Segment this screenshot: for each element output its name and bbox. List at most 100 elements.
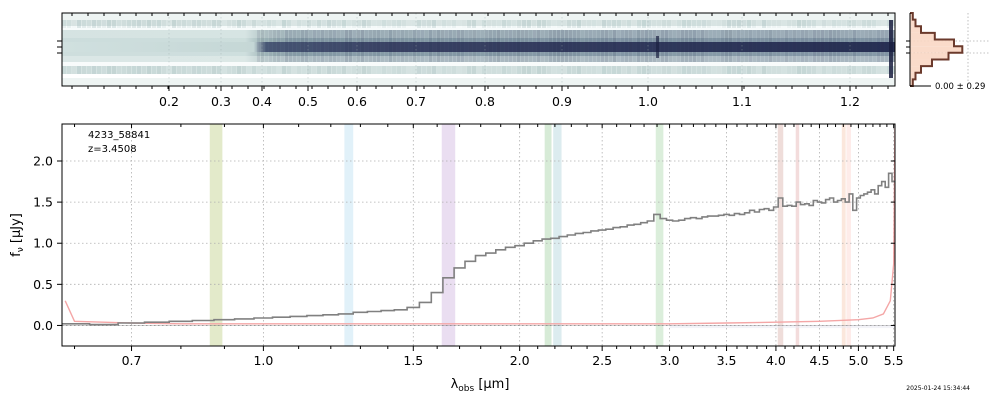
heatmap-column xyxy=(493,30,496,62)
heatmap-column xyxy=(122,66,126,74)
heatmap-column xyxy=(597,30,600,62)
heatmap-column xyxy=(292,66,296,74)
heatmap-column xyxy=(877,66,881,74)
heatmap-x-tick-label: 0.5 xyxy=(298,94,318,109)
heatmap-column xyxy=(341,30,344,62)
heatmap-column xyxy=(489,30,492,62)
heatmap-column xyxy=(461,30,464,62)
heatmap-column xyxy=(665,30,668,62)
histogram-annotation: 0.00 ± 0.29 xyxy=(935,82,985,92)
heatmap-column xyxy=(127,66,131,74)
x-tick-label: 3.5 xyxy=(717,353,737,368)
heatmap-column xyxy=(282,20,286,28)
heatmap-column xyxy=(832,20,836,28)
heatmap-column xyxy=(747,20,751,28)
heatmap-column xyxy=(232,20,236,28)
heatmap-column xyxy=(632,66,636,74)
heatmap-column xyxy=(321,30,324,62)
heatmap-column xyxy=(712,20,716,28)
heatmap-row xyxy=(62,26,895,30)
heatmap-column xyxy=(182,20,186,28)
heatmap-column xyxy=(382,66,386,74)
heatmap-column xyxy=(682,20,686,28)
heatmap-column xyxy=(642,20,646,28)
heatmap-column xyxy=(385,30,388,62)
histogram-bar xyxy=(910,59,932,67)
heatmap-column xyxy=(497,66,501,74)
heatmap-grid xyxy=(168,13,851,86)
heatmap-x-tick-label: 0.7 xyxy=(406,94,426,109)
spectrum-panel: 0.7 1.0 1.5 2.0 2.5 3.0 3.5 4.0 4.5 5.0 5.5 0.0 0.5… xyxy=(9,123,904,394)
heatmap-column xyxy=(429,30,432,62)
heatmap-column xyxy=(492,66,496,74)
heatmap-column xyxy=(377,20,381,28)
heatmap-column xyxy=(407,66,411,74)
heatmap-column xyxy=(813,30,816,62)
heatmap-column xyxy=(327,20,331,28)
heatmap-column xyxy=(547,66,551,74)
heatmap-column xyxy=(582,20,586,28)
heatmap-column xyxy=(721,30,724,62)
heatmap-column xyxy=(772,20,776,28)
heatmap-column xyxy=(472,20,476,28)
heatmap-column xyxy=(542,20,546,28)
heatmap-column xyxy=(177,20,181,28)
heatmap-column xyxy=(162,20,166,28)
heatmap-column xyxy=(482,66,486,74)
heatmap-column xyxy=(472,66,476,74)
heatmap-column xyxy=(849,30,852,62)
heatmap-column xyxy=(357,30,360,62)
heatmap-column xyxy=(157,66,161,74)
heatmap-column xyxy=(62,20,66,28)
heatmap-column xyxy=(117,66,121,74)
heatmap-column xyxy=(477,30,480,62)
heatmap-column xyxy=(469,30,472,62)
heatmap-x-tick-label: 0.2 xyxy=(159,94,179,109)
heatmap-column xyxy=(433,30,436,62)
heatmap-column xyxy=(517,66,521,74)
heatmap-column xyxy=(102,66,106,74)
heatmap-column xyxy=(557,66,561,74)
heatmap-column xyxy=(62,66,66,74)
heatmap-column xyxy=(267,20,271,28)
heatmap-column xyxy=(377,30,380,62)
heatmap-column xyxy=(512,66,516,74)
heatmap-column xyxy=(252,20,256,28)
heatmap-column xyxy=(841,30,844,62)
line-band xyxy=(544,124,552,346)
heatmap-column xyxy=(552,20,556,28)
histogram-bar xyxy=(910,19,916,27)
heatmap-column xyxy=(497,20,501,28)
heatmap-column xyxy=(853,30,856,62)
heatmap-column xyxy=(622,66,626,74)
heatmap-column xyxy=(222,20,226,28)
heatmap-column xyxy=(417,66,421,74)
heatmap-column xyxy=(507,66,511,74)
x-axis: 0.7 1.0 1.5 2.0 2.5 3.0 3.5 4.0 4.5 5.0 5.5 xyxy=(74,124,904,368)
heatmap-column xyxy=(705,30,708,62)
heatmap-column xyxy=(865,30,868,62)
flux-series xyxy=(62,172,895,326)
heatmap-column xyxy=(617,30,620,62)
heatmap-column xyxy=(805,30,808,62)
heatmap-column xyxy=(725,30,728,62)
heatmap-panel: 0.2 0.3 0.4 0.5 0.6 0.7 0.8 0.9 1.0 1.1 1.2 xyxy=(57,12,896,109)
x-tick-label: 4.0 xyxy=(766,353,786,368)
heatmap-column xyxy=(585,30,588,62)
heatmap-column xyxy=(389,30,392,62)
heatmap-column xyxy=(797,30,800,62)
line-band xyxy=(441,124,456,346)
heatmap-column xyxy=(322,20,326,28)
heatmap-column xyxy=(137,66,141,74)
heatmap-column xyxy=(882,66,886,74)
x-tick-label: 1.0 xyxy=(253,353,273,368)
heatmap-column xyxy=(297,30,300,62)
heatmap-column xyxy=(337,20,341,28)
heatmap-column xyxy=(617,20,621,28)
heatmap-column xyxy=(672,66,676,74)
heatmap-column xyxy=(352,66,356,74)
heatmap-column xyxy=(532,20,536,28)
heatmap-column xyxy=(261,30,264,62)
heatmap-column xyxy=(577,20,581,28)
